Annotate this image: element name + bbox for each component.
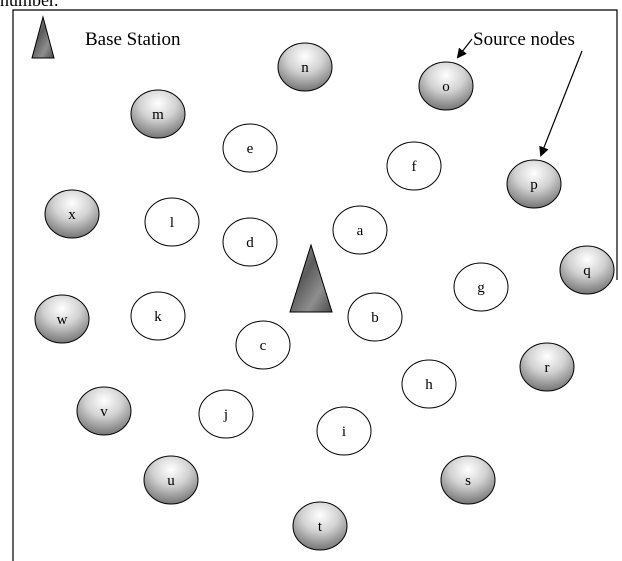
node-label: j xyxy=(223,407,228,423)
node-i: i xyxy=(316,406,372,456)
node-q: q xyxy=(559,245,615,295)
node-w: w xyxy=(34,294,90,344)
node-c: c xyxy=(235,320,291,370)
node-label: u xyxy=(167,473,175,489)
node-label: i xyxy=(342,424,346,440)
diagram-frame xyxy=(12,9,618,561)
node-label: e xyxy=(247,141,254,157)
node-e: e xyxy=(222,123,278,173)
node-o: o xyxy=(418,61,474,111)
node-u: u xyxy=(143,455,199,505)
source-nodes-arrow-to-o xyxy=(456,38,473,59)
node-label: b xyxy=(371,310,379,326)
node-s: s xyxy=(440,455,496,505)
node-label: w xyxy=(57,312,68,328)
node-label: q xyxy=(583,263,591,279)
node-label: m xyxy=(152,107,164,123)
base-station-icon xyxy=(289,243,333,313)
node-a: a xyxy=(332,205,388,255)
base-station-legend-icon xyxy=(31,15,55,59)
node-x: x xyxy=(44,189,100,239)
node-label: d xyxy=(246,235,254,251)
node-label: h xyxy=(425,377,433,393)
base-station-legend-label: Base Station xyxy=(85,29,181,50)
source-nodes-arrow-to-p xyxy=(539,50,583,157)
node-label: p xyxy=(530,177,538,193)
node-v: v xyxy=(76,386,132,436)
node-t: t xyxy=(292,501,348,551)
node-label: x xyxy=(68,207,76,223)
cut-off-caption-text: number. xyxy=(0,0,59,10)
node-f: f xyxy=(386,141,442,191)
node-label: f xyxy=(412,159,417,175)
node-j: j xyxy=(198,389,254,439)
node-d: d xyxy=(222,217,278,267)
node-label: a xyxy=(357,223,364,239)
node-n: n xyxy=(277,42,333,92)
node-label: r xyxy=(545,360,550,376)
node-label: v xyxy=(100,404,108,420)
node-m: m xyxy=(130,89,186,139)
node-label: s xyxy=(465,473,471,489)
node-label: c xyxy=(260,338,267,354)
node-r: r xyxy=(519,342,575,392)
node-p: p xyxy=(506,159,562,209)
source-nodes-legend-label: Source nodes xyxy=(473,29,575,50)
node-label: k xyxy=(154,309,162,325)
node-g: g xyxy=(453,262,509,312)
node-label: g xyxy=(477,280,485,296)
node-label: t xyxy=(318,519,323,535)
node-b: b xyxy=(347,292,403,342)
node-h: h xyxy=(401,359,457,409)
node-l: l xyxy=(144,197,200,247)
node-label: n xyxy=(301,60,309,76)
node-label: l xyxy=(170,215,174,231)
node-label: o xyxy=(442,79,450,95)
node-k: k xyxy=(130,291,186,341)
